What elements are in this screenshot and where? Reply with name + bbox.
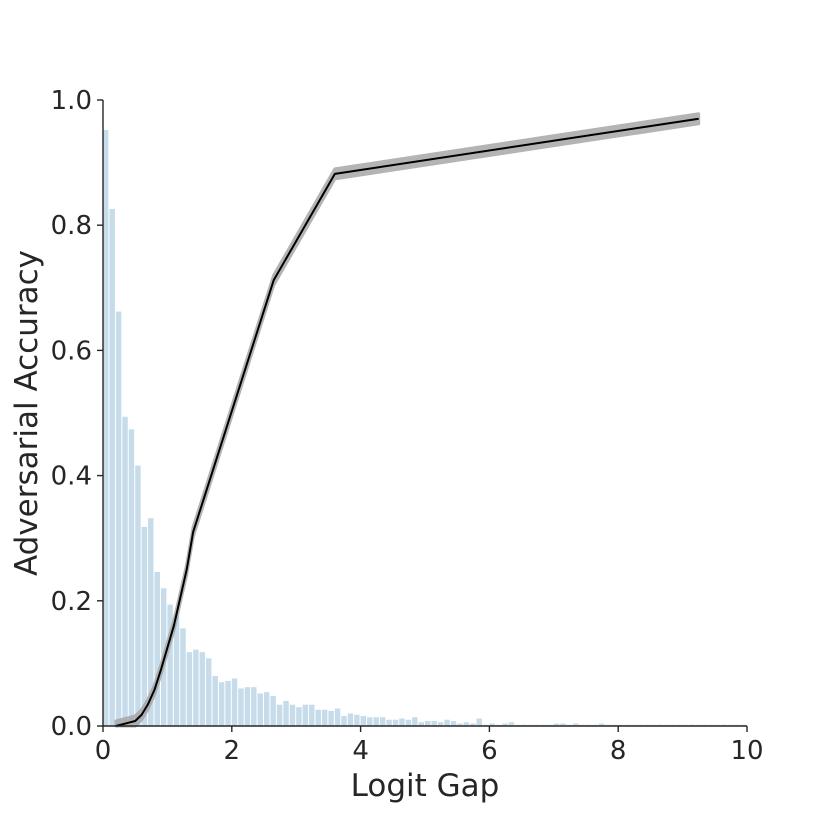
x-tick-label: 6 (481, 736, 498, 766)
histogram-bar (508, 722, 515, 726)
histogram-bar (334, 708, 341, 726)
histogram-bar (405, 719, 412, 726)
histogram-bar (347, 713, 354, 726)
y-tick-label: 0.0 (51, 712, 92, 742)
histogram-bar (154, 572, 160, 726)
histogram-bar (180, 628, 186, 726)
y-tick-label: 0.4 (51, 462, 92, 492)
histogram-bar (489, 723, 495, 726)
histogram-bar (379, 717, 386, 726)
x-tick-label: 0 (95, 736, 112, 766)
histogram-bar (141, 526, 148, 726)
histogram-bar (373, 717, 379, 726)
x-tick-label: 10 (730, 736, 763, 766)
accuracy-line-layer (115, 117, 699, 727)
histogram-bar (315, 709, 321, 726)
confidence-band (114, 112, 701, 728)
histogram-bar (173, 614, 180, 726)
x-tick-label: 4 (352, 736, 369, 766)
histogram-bar (167, 604, 173, 726)
histogram-bar (218, 682, 225, 726)
histogram-bar (251, 687, 257, 726)
histogram-bar (296, 707, 302, 726)
histogram-bar (598, 723, 605, 726)
histogram-bar (553, 723, 560, 726)
histogram-bar (135, 465, 141, 726)
y-tick-label: 1.0 (51, 86, 92, 116)
histogram-bar (328, 710, 334, 726)
histogram-bar (444, 719, 450, 726)
histogram-bar (244, 687, 251, 726)
histogram-bar (289, 704, 296, 726)
histogram-bar (122, 416, 128, 726)
histogram-bar (302, 704, 309, 726)
histogram-bar (431, 720, 437, 726)
histogram-bar (238, 688, 244, 726)
histogram-bar (186, 652, 193, 726)
histogram-bar (425, 720, 431, 726)
histogram-bar (206, 658, 212, 726)
histogram-bar (476, 718, 482, 726)
x-axis-ticks: 0 2 4 6 8 10 (95, 726, 764, 766)
histogram-bar (193, 649, 199, 726)
confidence-band-layer (114, 112, 701, 728)
histogram-bar (321, 709, 328, 726)
histogram-bar (109, 208, 115, 726)
histogram-bar (199, 652, 206, 726)
histogram-bar (276, 704, 283, 726)
histogram-bar (283, 700, 289, 726)
histogram-bar (225, 680, 231, 726)
y-tick-label: 0.2 (51, 587, 92, 617)
y-axis-ticks: 0.0 0.2 0.4 0.6 0.8 1.0 (51, 86, 103, 742)
histogram-bar (463, 722, 470, 726)
histogram-bar (231, 678, 238, 726)
histogram-bar (450, 720, 457, 726)
y-tick-label: 0.8 (51, 211, 92, 241)
histogram-bar (257, 693, 263, 726)
x-axis-title: Logit Gap (351, 768, 500, 804)
histogram-bar (418, 722, 424, 726)
histogram-bar (103, 130, 109, 727)
y-axis-title: Adversarial Accuracy (9, 250, 45, 576)
histogram-bars (103, 130, 746, 727)
histogram-bar (309, 704, 315, 726)
y-tick-label: 0.6 (51, 336, 92, 366)
histogram-bar (412, 717, 418, 726)
accuracy-line (115, 117, 699, 727)
x-tick-label: 8 (610, 736, 627, 766)
histogram-bar (115, 311, 122, 726)
histogram-bar (148, 518, 154, 726)
histogram-bar (212, 675, 218, 726)
histogram-bar (470, 723, 476, 726)
histogram-bar (367, 717, 373, 726)
histogram-bar (573, 723, 579, 726)
histogram-bar (386, 719, 392, 726)
x-tick-label: 2 (224, 736, 241, 766)
histogram-bar (264, 692, 270, 726)
histogram-bar (270, 695, 276, 726)
histogram-bar (399, 718, 405, 726)
histogram-bar (341, 715, 347, 726)
histogram-bar (457, 723, 463, 726)
histogram-bar (502, 723, 508, 726)
histogram-bar (437, 722, 444, 726)
histogram-bar (354, 714, 360, 726)
histogram-bar (392, 719, 399, 726)
histogram-bar (560, 723, 566, 726)
histogram-bar (360, 715, 367, 726)
histogram-bar (128, 429, 135, 726)
